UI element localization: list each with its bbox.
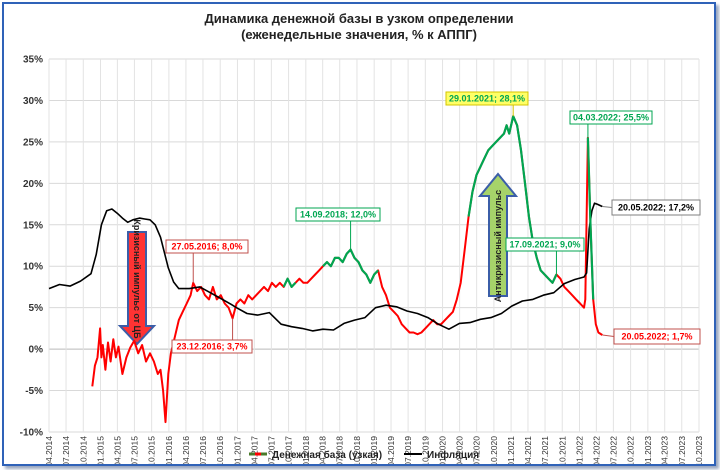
y-tick-label: 20% <box>23 179 43 190</box>
inflation-line <box>48 202 603 332</box>
chart-svg: Динамика денежной базы в узком определен… <box>20 11 704 470</box>
x-tick-label: 18.04.2021 <box>523 436 533 464</box>
annotation-label: 23.12.2016; 3,7% <box>176 342 247 352</box>
annotation-box <box>569 110 653 125</box>
y-tick-label: 10% <box>23 262 43 273</box>
x-tick-label: 18.07.2023 <box>677 436 687 464</box>
anticrisis-impulse-arrow-label: Антикризисный импульс <box>493 190 503 302</box>
x-tick-label: 18.07.2017 <box>266 436 276 464</box>
annotation-label: 27.05.2016; 8,0% <box>171 242 242 252</box>
annotation-box <box>613 328 701 345</box>
x-tick-label: 18.10.2020 <box>489 436 499 464</box>
annotation-box <box>295 207 381 222</box>
x-tick-label: 18.01.2017 <box>232 436 242 464</box>
chart-subtitle: (еженедельные значения, % к АППГ) <box>241 27 477 42</box>
x-tick-label: 18.10.2022 <box>626 436 636 464</box>
x-tick-label: 18.01.2020 <box>438 436 448 464</box>
x-axis: 18.04.2014 18.07.2014 18.10.2014 18.01.2015… <box>44 436 704 470</box>
y-tick-label: 30% <box>23 96 43 107</box>
x-tick-label: 18.04.2016 <box>181 436 191 464</box>
x-tick-label: 18.07.2018 <box>335 436 345 464</box>
x-tick-label: 18.10.2016 <box>215 436 225 464</box>
y-tick-label: -10% <box>20 428 43 439</box>
x-tick-label: 18.01.2023 <box>643 436 653 464</box>
x-tick-label: 18.07.2020 <box>472 436 482 464</box>
annotation-box <box>165 239 249 254</box>
x-tick-label: 18.04.2019 <box>386 436 396 464</box>
annotation-box <box>171 339 253 354</box>
legend-label-money-base: Денежная база (узкая) <box>272 449 382 461</box>
chart-title: Динамика денежной базы в узком определен… <box>205 11 514 26</box>
y-tick-label: -5% <box>25 386 43 397</box>
x-tick-label: 18.01.2019 <box>369 436 379 464</box>
annotation-label: 29.01.2021; 28,1% <box>449 94 525 104</box>
x-tick-label: 18.01.2016 <box>164 436 174 464</box>
x-tick-label: 18.01.2022 <box>574 436 584 464</box>
money-base-growth-segment <box>586 137 595 300</box>
annotation-box <box>611 199 701 216</box>
x-tick-label: 18.01.2018 <box>301 436 311 464</box>
x-tick-label: 18.04.2023 <box>660 436 670 464</box>
x-tick-label: 18.04.2020 <box>455 436 465 464</box>
x-tick-label: 18.10.2023 <box>694 436 704 464</box>
legend: Денежная база (узкая) Инфляция <box>249 449 479 461</box>
x-tick-label: 18.04.2018 <box>318 436 328 464</box>
money-base-growth-segment <box>282 277 297 288</box>
annotation-label: 17.09.2021; 9,0% <box>509 240 580 250</box>
annotation-leader <box>602 206 613 208</box>
y-tick-label: 35% <box>23 55 43 66</box>
x-tick-label: 18.07.2021 <box>540 436 550 464</box>
impulse-arrows: Кризисный импульс от ЦБ Антикризисный имп… <box>117 172 519 346</box>
y-tick-label: 25% <box>23 137 43 148</box>
money-base-growth-segment <box>467 115 558 284</box>
x-tick-label: 18.07.2022 <box>608 436 618 464</box>
annotations: 27.05.2016; 8,0% 23.12.2016; 3,7% 14.09.20… <box>165 91 701 354</box>
x-tick-label: 18.10.2021 <box>557 436 567 464</box>
y-tick-label: 0% <box>29 345 44 356</box>
y-tick-label: 15% <box>23 220 43 231</box>
x-tick-label: 18.01.2021 <box>506 436 516 464</box>
x-tick-label: 18.10.2014 <box>78 436 88 464</box>
x-tick-label: 18.07.2015 <box>129 436 139 464</box>
x-tick-label: 18.07.2014 <box>61 436 71 464</box>
annotation-box <box>445 91 529 106</box>
x-tick-label: 18.10.2019 <box>420 436 430 464</box>
x-tick-label: 18.07.2019 <box>403 436 413 464</box>
x-tick-label: 18.10.2018 <box>352 436 362 464</box>
anticrisis-impulse-arrow <box>477 172 519 297</box>
x-tick-label: 18.04.2017 <box>249 436 259 464</box>
annotation-box <box>505 237 585 252</box>
x-tick-label: 18.04.2015 <box>112 436 122 464</box>
annotation-label: 04.03.2022; 25,5% <box>573 113 649 123</box>
annotation-leader <box>602 334 615 337</box>
crisis-impulse-arrow <box>117 231 157 346</box>
legend-label-inflation: Инфляция <box>427 449 479 461</box>
y-axis: -10% -5% 0% 5% 10% 15% 20% 25% 30% 35% <box>20 55 43 439</box>
crisis-impulse-arrow-label: Кризисный импульс от ЦБ <box>132 219 142 339</box>
annotation-label: 20.05.2022; 1,7% <box>621 332 692 342</box>
annotation-label: 14.09.2018; 12,0% <box>300 210 376 220</box>
x-tick-label: 18.01.2015 <box>96 436 106 464</box>
x-tick-label: 18.04.2014 <box>44 436 54 464</box>
annotation-label: 20.05.2022; 17,2% <box>618 203 694 213</box>
x-tick-label: 18.10.2017 <box>284 436 294 464</box>
y-tick-label: 5% <box>29 303 44 314</box>
x-tick-label: 18.07.2016 <box>198 436 208 464</box>
gridlines <box>48 58 700 433</box>
x-tick-label: 18.04.2022 <box>591 436 601 464</box>
x-tick-label: 18.10.2015 <box>147 436 157 464</box>
